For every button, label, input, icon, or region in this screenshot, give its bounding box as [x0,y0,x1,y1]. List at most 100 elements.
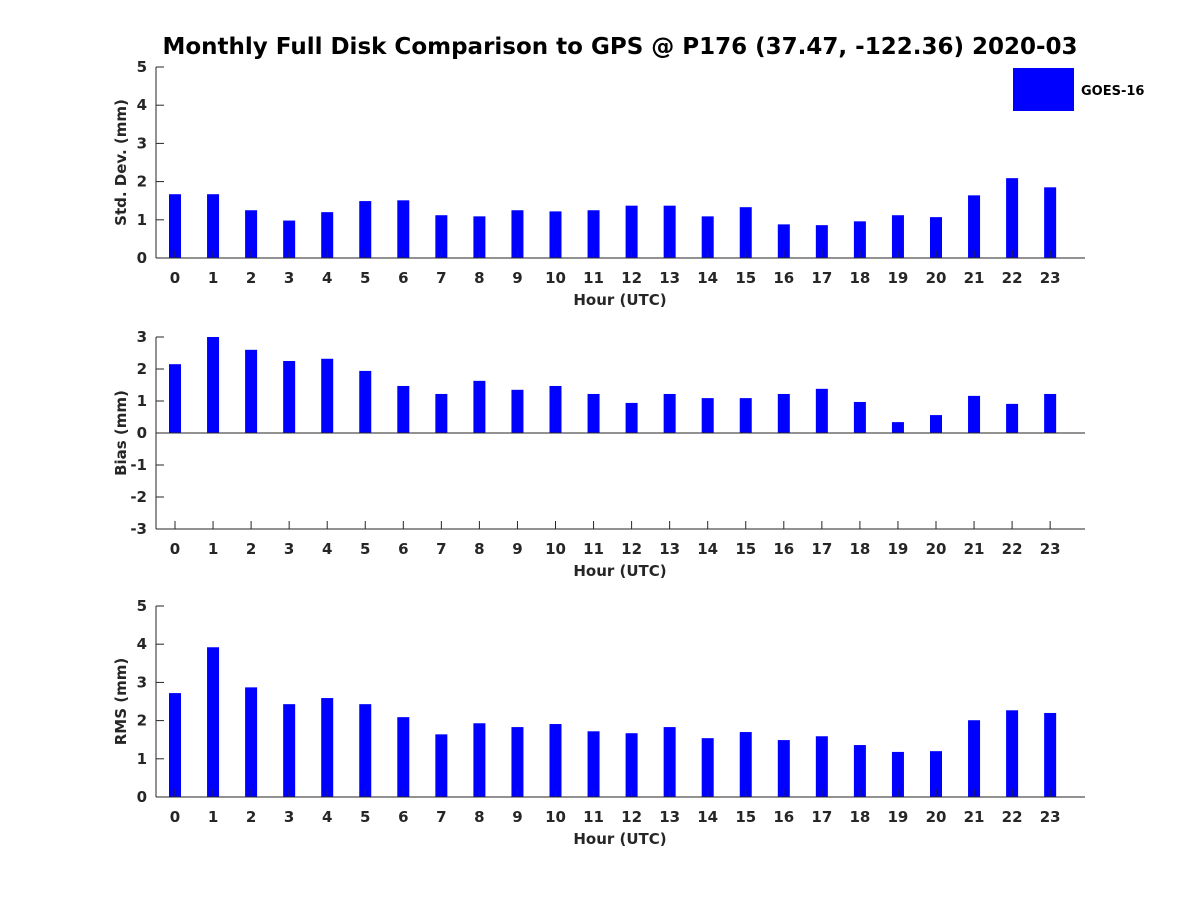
std-dev-x-tick-label: 13 [659,269,680,287]
legend: GOES-16 [1013,68,1144,111]
rms-bar-hour-16 [777,740,790,797]
std-dev-bar-hour-6 [397,200,410,258]
std-dev-y-tick-label: 0 [137,249,147,267]
bias-x-tick-label: 0 [170,540,180,558]
std-dev-y-tick-label: 2 [137,173,147,191]
bias-x-tick-label: 17 [811,540,832,558]
std-dev-y-axis-label: Std. Dev. (mm) [112,99,130,226]
rms-bar-hour-19 [891,751,904,797]
rms-y-tick-label: 1 [137,750,147,768]
std-dev-bar-hour-15 [739,207,752,258]
bias-x-tick-label: 9 [512,540,522,558]
std-dev-x-tick-label: 6 [398,269,408,287]
bias-bar-hour-15 [739,398,752,433]
bias-x-tick-label: 18 [849,540,870,558]
bias-y-tick-label: 1 [137,392,147,410]
rms-bar-hour-1 [207,647,220,797]
rms-bar-hour-2 [245,687,258,797]
std-dev-bar-hour-2 [245,210,258,258]
rms-bar-hour-18 [853,745,866,797]
std-dev-bar-hour-5 [359,201,372,258]
std-dev-x-tick-label: 16 [773,269,794,287]
rms-bar-hour-11 [587,731,600,797]
bias-bar-hour-13 [663,393,676,433]
rms-bar-hour-20 [930,751,942,797]
std-dev-bar-hour-16 [777,224,790,258]
rms-bar-hour-21 [968,720,981,797]
std-dev-y-tick-label: 5 [137,58,147,76]
bias-x-tick-label: 19 [888,540,909,558]
rms-y-tick-label: 0 [137,788,147,806]
bias-bar-hour-4 [321,358,334,433]
std-dev-x-tick-label: 11 [583,269,604,287]
rms-x-tick-label: 8 [474,808,484,826]
std-dev-x-tick-label: 5 [360,269,370,287]
std-dev-bar-hour-10 [549,211,562,258]
bias-x-tick-label: 16 [773,540,794,558]
rms-x-tick-label: 7 [436,808,446,826]
rms-x-tick-label: 18 [849,808,870,826]
std-dev-x-tick-label: 23 [1040,269,1061,287]
bias-x-tick-label: 14 [697,540,718,558]
std-dev-bar-hour-13 [663,205,676,258]
rms-x-tick-label: 12 [621,808,642,826]
bias-y-tick-label: 0 [137,424,147,442]
rms-x-tick-label: 17 [811,808,832,826]
bias-bar-hour-18 [853,401,866,433]
std-dev-x-tick-label: 8 [474,269,484,287]
rms-bar-hour-13 [663,727,676,797]
rms-bar-hour-14 [701,738,714,797]
std-dev-bar-hour-18 [853,221,866,258]
bias-bar-hour-11 [587,393,600,433]
rms-y-tick-label: 4 [137,635,147,653]
bias-x-tick-label: 7 [436,540,446,558]
rms-bar-hour-17 [815,736,828,797]
rms-x-tick-label: 14 [697,808,718,826]
bias-bar-hour-7 [435,393,448,433]
bias-y-tick-label: -1 [130,456,147,474]
std-dev-x-tick-label: 4 [322,269,332,287]
std-dev-bar-hour-0 [169,194,181,258]
bias-x-tick-label: 22 [1002,540,1023,558]
std-dev-x-tick-label: 1 [208,269,218,287]
bias-bar-hour-16 [777,393,790,433]
bias-bar-hour-8 [473,380,486,433]
bias-bar-hour-17 [815,388,828,433]
bias-x-tick-label: 2 [246,540,256,558]
std-dev-bar-hour-1 [207,194,220,258]
bias-bar-hour-10 [549,385,562,433]
figure-title: Monthly Full Disk Comparison to GPS @ P1… [162,34,1077,60]
rms-bar-hour-8 [473,723,486,797]
rms-bar-hour-6 [397,717,410,797]
rms-y-axis-label: RMS (mm) [112,658,130,745]
std-dev-bar-hour-22 [1006,178,1019,258]
std-dev-x-tick-label: 18 [849,269,870,287]
rms-y-tick-label: 3 [137,673,147,691]
std-dev-bar-hour-17 [815,225,828,258]
bias-bar-hour-9 [511,389,524,433]
rms-bar-hour-5 [359,704,372,797]
bias-y-tick-label: 2 [137,360,147,378]
rms-y-tick-label: 5 [137,597,147,615]
std-dev-x-tick-label: 3 [284,269,294,287]
std-dev-bar-hour-11 [587,210,600,258]
bias-bar-hour-6 [397,385,410,433]
std-dev-x-tick-label: 10 [545,269,566,287]
bias-x-tick-label: 23 [1040,540,1061,558]
std-dev-bar-hour-19 [891,215,904,258]
std-dev-x-tick-label: 7 [436,269,446,287]
rms-x-tick-label: 6 [398,808,408,826]
bias-x-tick-label: 5 [360,540,370,558]
rms-x-tick-label: 16 [773,808,794,826]
bias-y-tick-label: -3 [130,520,147,538]
rms-x-tick-label: 23 [1040,808,1061,826]
rms-x-tick-label: 15 [735,808,756,826]
std-dev-x-tick-label: 19 [888,269,909,287]
rms-x-tick-label: 20 [926,808,947,826]
rms-bar-hour-12 [625,733,638,797]
rms-bar-hour-3 [283,704,296,797]
rms-x-tick-label: 1 [208,808,218,826]
bias-bar-hour-2 [245,349,258,433]
